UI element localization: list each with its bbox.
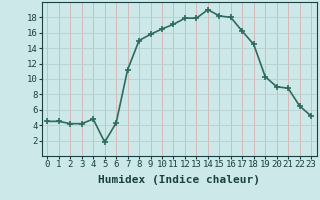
X-axis label: Humidex (Indice chaleur): Humidex (Indice chaleur) — [98, 175, 260, 185]
